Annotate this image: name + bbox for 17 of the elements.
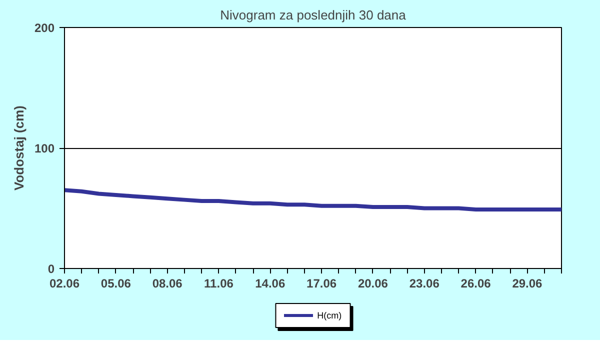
x-tick-label: 20.06 xyxy=(358,276,388,290)
line-series xyxy=(64,188,562,212)
y-tick-label: 100 xyxy=(34,142,55,156)
x-tick-label: 26.06 xyxy=(460,276,492,290)
x-tick-label: 29.06 xyxy=(512,276,543,290)
y-tick-label: 200 xyxy=(34,21,55,35)
y-tick-label: 0 xyxy=(48,262,55,276)
x-tick-label: 14.06 xyxy=(255,276,286,290)
x-tick-label: 05.06 xyxy=(100,276,132,290)
x-tick-label: 11.06 xyxy=(204,276,234,290)
x-tick-label: 08.06 xyxy=(152,276,183,290)
chart-title: Nivogram za poslednjih 30 dana xyxy=(220,8,407,22)
x-tick-label: 23.06 xyxy=(409,276,440,290)
x-tick-label: 02.06 xyxy=(49,276,80,290)
x-tick-label: 17.06 xyxy=(306,276,337,290)
y-axis-title: Vodostaj (cm) xyxy=(11,105,26,190)
legend-label: H(cm) xyxy=(317,310,342,320)
